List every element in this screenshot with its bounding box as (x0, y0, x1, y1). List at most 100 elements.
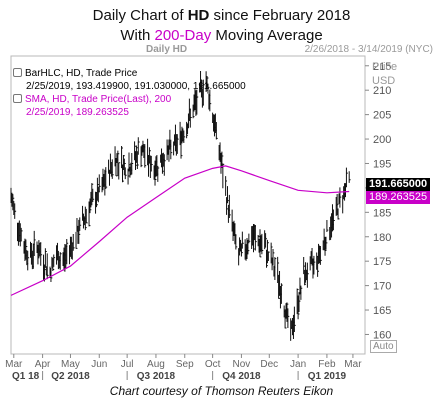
hlc-bars (10, 71, 351, 341)
price-bar (209, 89, 212, 112)
x-month-label: Feb (318, 359, 336, 370)
price-bar (272, 248, 275, 265)
price-bar (259, 229, 262, 258)
price-bar (345, 167, 348, 188)
price-bar (287, 308, 290, 328)
price-bar (52, 257, 55, 271)
price-bar (339, 187, 342, 208)
price-bar (316, 252, 319, 270)
price-bar (304, 269, 307, 286)
price-bar (280, 283, 283, 304)
price-bar (57, 250, 60, 270)
price-bar (226, 186, 229, 204)
chart-symbol-label: Daily HD (146, 44, 188, 55)
price-bar (225, 176, 228, 196)
price-bar (179, 121, 182, 146)
price-bar (76, 218, 79, 232)
chart-title-line1: Daily Chart of HD since February 2018 (0, 6, 443, 26)
price-bar (271, 257, 274, 271)
x-month-label: Aug (147, 359, 165, 370)
price-bar (136, 151, 139, 169)
last-price-tag: 191.665000 (366, 178, 431, 191)
price-bar (95, 192, 98, 208)
x-month-label: Nov (233, 359, 251, 370)
price-bar (98, 174, 101, 193)
price-bar (122, 164, 124, 183)
y-unit-label: Price (372, 61, 397, 73)
price-bar (324, 236, 327, 256)
legend-bar-values: 2/25/2019, 193.419900, 191.030000, 191.6… (26, 81, 246, 92)
price-bar (270, 242, 273, 264)
price-bar (266, 239, 269, 264)
price-bar (161, 153, 164, 174)
title-text: Daily Chart of (92, 7, 188, 24)
price-bar (105, 167, 108, 189)
price-bar (254, 225, 257, 251)
auto-scale-button[interactable]: Auto (370, 340, 397, 353)
price-bar (50, 267, 53, 283)
subtitle-text-post: Moving Average (211, 27, 323, 44)
price-bar (27, 250, 30, 271)
price-bar (192, 104, 195, 119)
price-chart[interactable]: 160165170175180185190195200205210215Pric… (0, 0, 443, 384)
price-bar (170, 139, 173, 160)
price-bar (122, 154, 125, 170)
x-month-label: Apr (35, 359, 51, 370)
price-bar (207, 83, 210, 94)
price-bar (140, 146, 143, 168)
price-bar (232, 222, 235, 241)
x-month-label: Jan (290, 359, 306, 370)
price-bar (235, 234, 238, 250)
price-bar (127, 168, 130, 185)
price-bar (267, 251, 270, 261)
legend-sma-title: SMA, HD, Trade Price(Last), 200 (25, 94, 172, 105)
price-bar (123, 158, 126, 176)
price-bar (196, 89, 199, 115)
price-bar (221, 151, 224, 168)
series-settings-icon[interactable] (13, 67, 22, 77)
x-quarter-label: Q2 2018 (51, 371, 90, 382)
price-bar (44, 248, 47, 268)
plot-area (10, 55, 366, 355)
price-bar (332, 209, 335, 231)
sma-price-tag: 189.263525 (366, 191, 431, 204)
series-settings-icon[interactable] (13, 93, 22, 103)
price-bar (148, 147, 151, 164)
x-month-label: Mar (5, 359, 23, 370)
price-bar (265, 233, 267, 248)
price-bar (186, 121, 189, 139)
price-bar (298, 292, 301, 312)
price-bar (284, 309, 287, 329)
price-bar (124, 167, 127, 180)
y-tick-label: 205 (373, 110, 391, 122)
price-bar (20, 227, 23, 241)
legend-sma-values: 2/25/2019, 189.263525 (26, 107, 129, 118)
sma-line (10, 165, 350, 296)
price-bar (128, 152, 131, 172)
subtitle-text: With (120, 27, 155, 44)
legend-sma-row: SMA, HD, Trade Price(Last), 200 (13, 93, 246, 106)
price-bar (79, 217, 82, 231)
price-bar (189, 108, 192, 128)
price-bar (226, 197, 228, 215)
y-tick-label: 165 (373, 305, 391, 317)
y-tick-label: 175 (373, 256, 391, 268)
x-quarter-label: Q4 2018 (222, 371, 261, 382)
price-bar (11, 192, 14, 207)
price-bar (96, 177, 99, 201)
price-bar (257, 234, 260, 247)
price-bar (111, 159, 114, 179)
price-bar (137, 137, 140, 155)
price-bar (286, 302, 289, 322)
price-bar (118, 162, 121, 180)
price-bar (92, 188, 95, 202)
price-bar (277, 256, 280, 283)
price-bar (89, 198, 92, 214)
price-bar (33, 230, 36, 256)
price-bar (43, 264, 46, 282)
legend: BarHLC, HD, Trade Price 2/25/2019, 193.4… (13, 67, 246, 119)
chart-date-range: 2/26/2018 - 3/14/2019 (NYC) (304, 44, 433, 55)
price-bar (300, 285, 303, 300)
chart-title-line2: With 200-Day Moving Average (0, 26, 443, 46)
chart-title-block: Daily Chart of HD since February 2018 Wi… (0, 6, 443, 46)
